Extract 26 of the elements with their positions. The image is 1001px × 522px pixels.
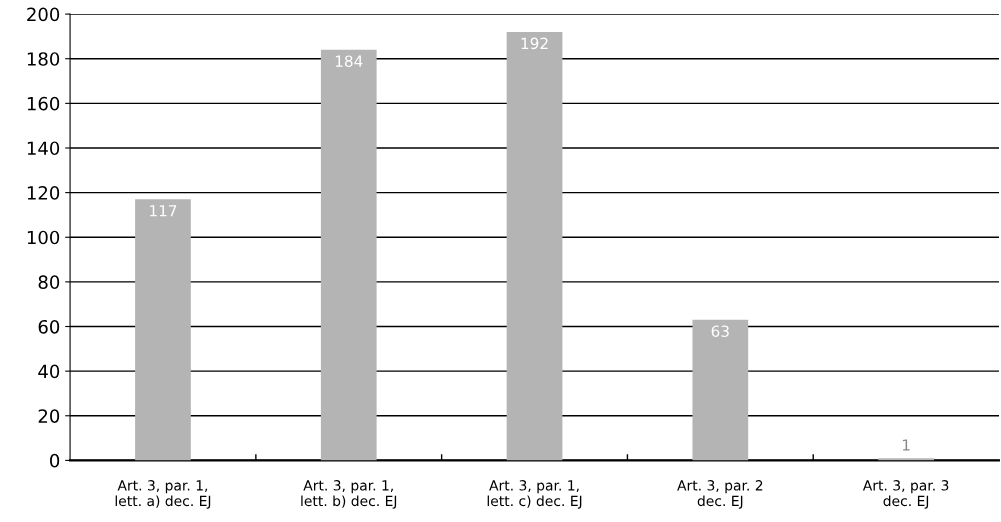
data-label: 192 [521,37,548,50]
y-tick-label: 100 [27,230,60,245]
y-tick-label: 160 [27,96,60,111]
bar [692,319,749,461]
x-tick-label: Art. 3, par. 1, lett. b) dec. EJ [301,480,397,509]
y-tick-label: 0 [50,453,60,468]
y-tick-label: 180 [27,52,60,66]
data-label: 1 [902,439,910,451]
y-tick-label: 40 [38,364,60,379]
x-tick-label: Art. 3, par. 3 dec. EJ [862,480,949,509]
data-label: 184 [335,55,363,67]
bar [506,31,563,461]
bar [878,458,934,461]
y-tick-label: 120 [27,186,60,200]
y-tick-label: 60 [38,319,60,334]
y-tick-label: 80 [38,275,60,289]
bar [135,199,191,461]
data-label: 63 [711,325,729,337]
x-tick-label: Art. 3, par. 2 dec. EJ [677,480,763,509]
bar [320,49,377,461]
y-tick-label: 20 [38,409,60,423]
y-tick-label: 140 [27,141,60,156]
y-tick-label: 200 [27,7,60,22]
x-tick-label: Art. 3, par. 1, lett. a) dec. EJ [115,480,211,509]
data-label: 117 [150,205,177,217]
x-tick-label: Art. 3, par. 1, lett. c) dec. EJ [487,480,582,509]
